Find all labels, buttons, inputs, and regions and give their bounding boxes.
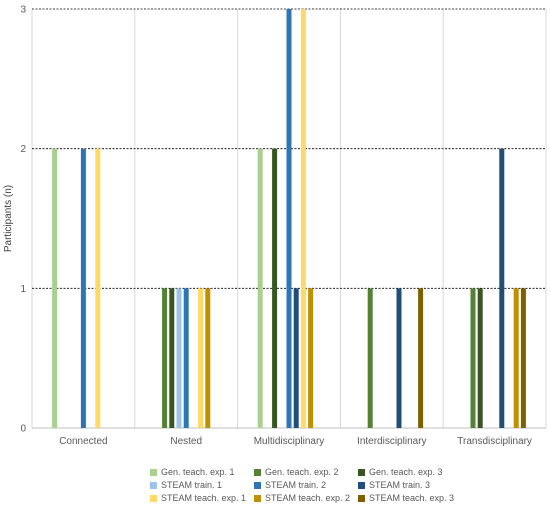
legend-item: STEAM train. 1 [150,480,254,490]
x-axis-ticks: Connected Nested Multidisciplinary Interdis… [59,436,532,447]
legend-item: STEAM teach. exp. 3 [358,493,470,503]
bar [477,288,483,428]
legend-item: STEAM train. 2 [254,480,358,490]
legend-swatch [358,494,365,502]
bar [308,288,314,428]
legend: Gen. teach. exp. 1 Gen. teach. exp. 2 Gen.… [150,467,550,503]
legend-label: Gen. teach. exp. 3 [369,467,443,477]
y-tick-label: 1 [20,284,26,295]
bar [499,148,505,428]
legend-swatch [254,494,261,502]
legend-swatch [254,481,261,489]
bar [257,148,263,428]
legend-swatch [358,468,365,476]
y-tick-label: 3 [20,5,26,16]
bar [470,288,476,428]
bar [300,9,306,428]
bar [418,288,424,428]
legend-swatch [150,481,157,489]
bar [293,288,299,428]
bar [272,148,278,428]
bar [80,148,86,428]
legend-item: STEAM train. 3 [358,480,470,490]
bar [176,288,182,428]
bar [169,288,175,428]
legend-item: Gen. teach. exp. 3 [358,467,470,477]
y-axis-label: Participants (n) [3,185,14,252]
legend-label: STEAM teach. exp. 2 [265,493,351,503]
legend-label: STEAM teach. exp. 3 [369,493,455,503]
y-tick-label: 2 [20,144,26,155]
legend-swatch [358,481,365,489]
x-tick-label: Nested [170,436,202,447]
x-tick-label: Multidisciplinary [254,436,325,447]
legend-swatch [150,468,157,476]
bar [286,9,292,428]
legend-label: STEAM train. 1 [161,480,223,490]
bars [52,9,526,428]
legend-label: STEAM teach. exp. 1 [161,493,247,503]
bar [367,288,373,428]
x-tick-label: Interdisciplinary [357,436,426,447]
y-tick-label: 0 [20,424,26,435]
x-tick-label: Connected [59,436,107,447]
y-axis-ticks: 0 1 2 3 [20,5,26,435]
legend-swatch [254,468,261,476]
legend-item: STEAM teach. exp. 2 [254,493,358,503]
bar [520,288,526,428]
x-tick-label: Transdisciplinary [457,436,532,447]
legend-label: Gen. teach. exp. 1 [161,467,235,477]
legend-label: STEAM train. 3 [369,480,431,490]
bar [513,288,519,428]
legend-label: STEAM train. 2 [265,480,327,490]
legend-item: Gen. teach. exp. 2 [254,467,358,477]
bar [198,288,204,428]
bar [205,288,211,428]
legend-item: Gen. teach. exp. 1 [150,467,254,477]
bar [52,148,58,428]
legend-item: STEAM teach. exp. 1 [150,493,254,503]
legend-label: Gen. teach. exp. 2 [265,467,339,477]
bar [396,288,402,428]
legend-swatch [150,494,157,502]
bar [95,148,101,428]
bar [162,288,168,428]
bar [183,288,189,428]
